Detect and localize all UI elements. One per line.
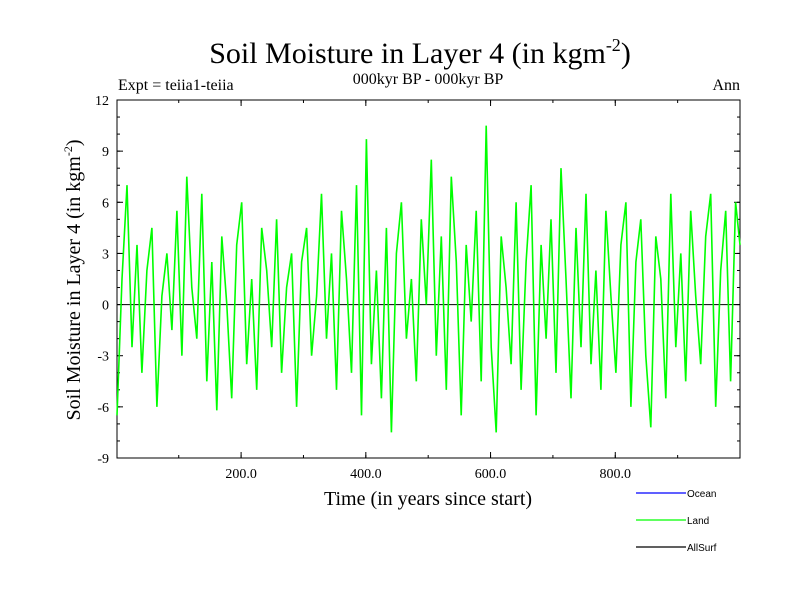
x-tick-label: 800.0 <box>600 467 632 482</box>
y-tick-label: 6 <box>102 196 109 211</box>
y-tick-label: 9 <box>102 145 109 160</box>
chart-title: Soil Moisture in Layer 4 (in kgm-2) <box>209 35 631 70</box>
y-tick-label: 0 <box>102 299 109 314</box>
x-tick-label: 400.0 <box>350 467 382 482</box>
chart-experiment: Expt = teiia1-teiia <box>118 77 234 94</box>
chart-season: Ann <box>712 77 740 94</box>
chart-subtitle: 000kyr BP - 000kyr BP <box>353 71 504 88</box>
y-tick-label: -9 <box>97 452 109 467</box>
y-tick-label: 3 <box>102 247 109 262</box>
series-line-land <box>116 125 741 433</box>
y-tick-label: -3 <box>97 350 109 365</box>
y-tick-label: -6 <box>97 401 109 416</box>
x-tick-label: 600.0 <box>475 467 507 482</box>
y-axis-label: Soil Moisture in Layer 4 (in kgm-2) <box>61 139 85 420</box>
legend-label-allsurf: AllSurf <box>687 543 717 554</box>
legend-label-land: Land <box>687 516 709 527</box>
x-tick-label: 200.0 <box>225 467 257 482</box>
y-tick-label: 12 <box>95 94 109 109</box>
legend-label-ocean: Ocean <box>687 489 716 500</box>
x-axis-label: Time (in years since start) <box>324 488 532 510</box>
chart-legend: Ocean Land AllSurf <box>636 489 717 554</box>
plot-area: -9 -6 -3 0 3 6 9 12 200.0 400.0 600.0 800.0 <box>95 94 741 482</box>
